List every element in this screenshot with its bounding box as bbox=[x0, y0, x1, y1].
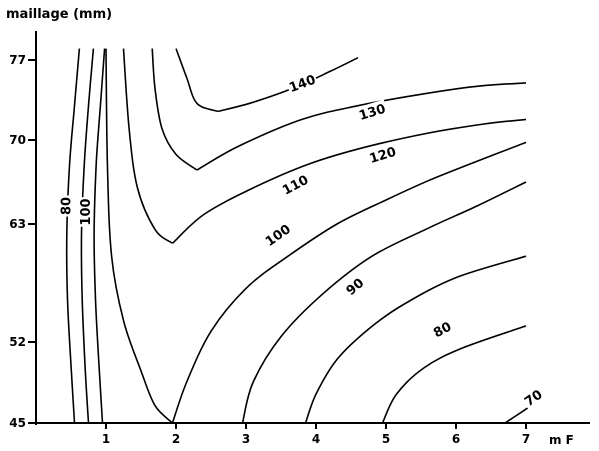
contour-line-100 bbox=[93, 48, 106, 424]
contour-label-knockout bbox=[278, 170, 312, 198]
contour-label-group: 130 bbox=[355, 99, 389, 124]
contour-lines bbox=[65, 48, 541, 424]
contour-label: 80 bbox=[59, 197, 74, 215]
x-tick-label: 7 bbox=[522, 432, 530, 446]
contour-line-110 bbox=[105, 48, 174, 424]
contour-label-group: 100 bbox=[260, 219, 294, 250]
contour-label-group: 100 bbox=[77, 197, 94, 227]
x-tick-label: 2 bbox=[172, 432, 180, 446]
y-tick-label: 63 bbox=[9, 217, 26, 231]
x-tick-label: 5 bbox=[382, 432, 390, 446]
contour-label-knockout bbox=[366, 142, 399, 166]
contour-label-knockout bbox=[355, 99, 389, 123]
x-tick-label: 4 bbox=[312, 432, 320, 446]
contour-line-120 bbox=[122, 48, 173, 244]
contour-line-80 bbox=[65, 48, 81, 424]
contour-label-group: 80 bbox=[428, 317, 455, 342]
contour-line-130 bbox=[196, 82, 527, 171]
contour-line-90 bbox=[304, 255, 527, 424]
x-axis-title: m F bbox=[549, 433, 574, 447]
contour-label: 100 bbox=[79, 198, 94, 225]
contour-label: 70 bbox=[522, 387, 545, 410]
contour-line-140 bbox=[175, 48, 219, 113]
contour-label-group: 140 bbox=[285, 70, 319, 96]
contour-label-knockout bbox=[260, 219, 294, 249]
contour-label-knockout bbox=[57, 195, 73, 217]
contour-line-100 bbox=[241, 181, 527, 424]
y-axis-title: maillage (mm) bbox=[6, 7, 112, 22]
contour-label-knockout bbox=[341, 273, 368, 299]
contour-label-group: 80 bbox=[57, 195, 74, 217]
contour-label-knockout bbox=[285, 70, 319, 95]
contour-label-knockout bbox=[77, 197, 92, 227]
contour-line-130 bbox=[151, 48, 198, 171]
x-tick-label: 6 bbox=[452, 432, 460, 446]
x-tick-label: 3 bbox=[242, 432, 250, 446]
contour-label: 80 bbox=[431, 320, 454, 342]
contour-label-knockout bbox=[428, 317, 455, 341]
y-tick-label: 52 bbox=[9, 335, 26, 349]
contour-label: 120 bbox=[368, 145, 398, 167]
contour-label-knockout bbox=[519, 384, 546, 410]
contour-line-110 bbox=[171, 141, 527, 424]
contour-line-80 bbox=[80, 48, 95, 424]
contour-label: 140 bbox=[287, 73, 318, 96]
contour-line-120 bbox=[171, 118, 527, 244]
contour-label-group: 70 bbox=[519, 384, 546, 410]
x-tick-label: 1 bbox=[102, 432, 110, 446]
y-tick-label: 45 bbox=[9, 416, 26, 430]
y-tick-label: 77 bbox=[9, 53, 26, 67]
contour-line-80 bbox=[381, 325, 527, 424]
contour-label: 90 bbox=[344, 276, 368, 299]
contour-label-group: 90 bbox=[341, 273, 368, 299]
y-tick-label: 70 bbox=[9, 133, 26, 147]
